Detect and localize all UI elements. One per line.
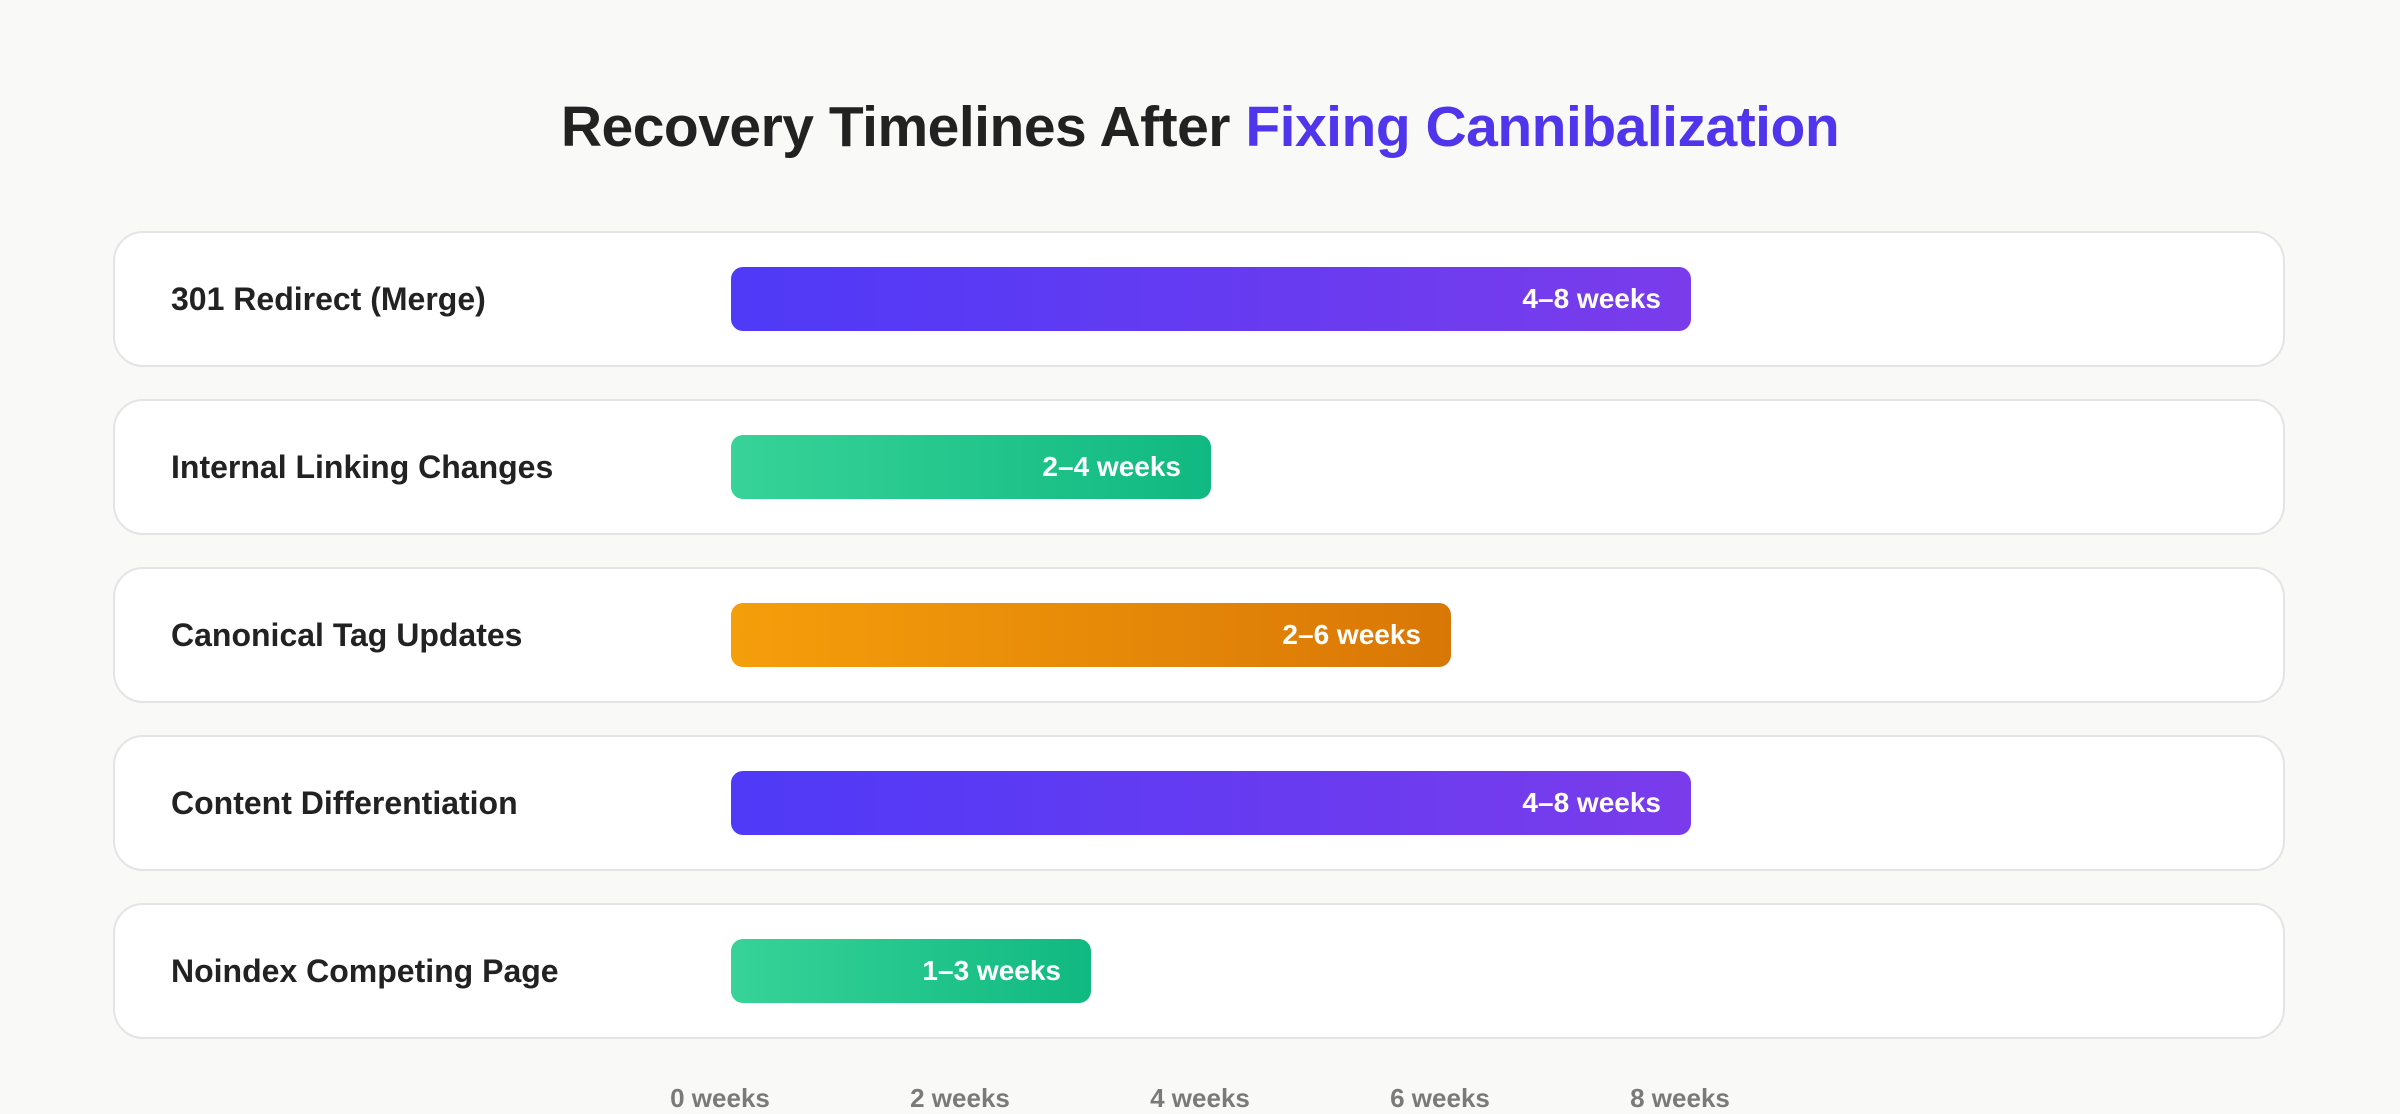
bar-value-label: 2–4 weeks <box>1042 451 1181 482</box>
chart-title: Recovery Timelines After Fixing Cannibal… <box>0 88 2400 166</box>
timeline-bar: 2–6 weeks <box>731 603 1451 667</box>
x-axis-tick-label: 0 weeks <box>670 1083 770 1113</box>
bar-value-label: 4–8 weeks <box>1522 283 1661 314</box>
row-label: Noindex Competing Page <box>171 953 559 989</box>
chart-title-prefix: Recovery Timelines After <box>560 95 1231 159</box>
x-axis-tick-label: 6 weeks <box>1390 1083 1490 1113</box>
timeline-row: Canonical Tag Updates 2–6 weeks <box>113 567 2285 703</box>
chart-title-highlight: Fixing Cannibalization <box>1245 95 1840 159</box>
row-label: Internal Linking Changes <box>171 449 554 485</box>
row-label: Content Differentiation <box>171 785 518 821</box>
bar-value-label: 1–3 weeks <box>922 955 1061 986</box>
timeline-row: 301 Redirect (Merge) 4–8 weeks <box>113 231 2285 367</box>
bar-value-label: 4–8 weeks <box>1522 787 1661 818</box>
timeline-bar: 4–8 weeks <box>731 267 1691 331</box>
timeline-row: Internal Linking Changes 2–4 weeks <box>113 399 2285 535</box>
timeline-row: Content Differentiation 4–8 weeks <box>113 735 2285 871</box>
row-label: Canonical Tag Updates <box>171 617 523 653</box>
x-axis-tick-label: 2 weeks <box>910 1083 1010 1113</box>
timeline-row: Noindex Competing Page 1–3 weeks <box>113 903 2285 1039</box>
bar-value-label: 2–6 weeks <box>1282 619 1421 650</box>
timeline-bar: 1–3 weeks <box>731 939 1091 1003</box>
timeline-bar: 2–4 weeks <box>731 435 1211 499</box>
x-axis-tick-label: 4 weeks <box>1150 1083 1250 1113</box>
x-axis-tick-label: 8 weeks <box>1630 1083 1730 1113</box>
row-label: 301 Redirect (Merge) <box>171 281 486 317</box>
timeline-bar: 4–8 weeks <box>731 771 1691 835</box>
